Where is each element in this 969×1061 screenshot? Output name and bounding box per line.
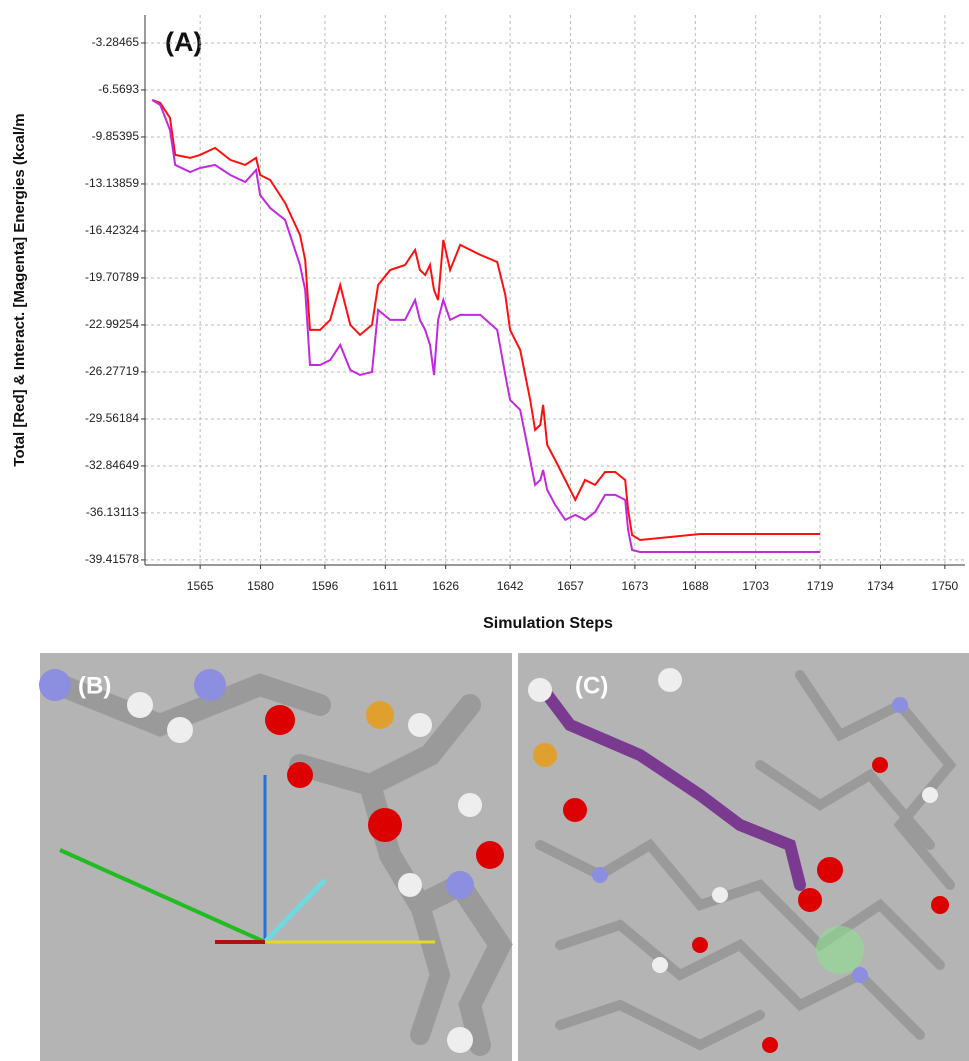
x-tick-label: 1719	[807, 579, 834, 593]
x-tick-label: 1703	[742, 579, 769, 593]
chart: (A) Total [Red] & Interact. [Magenta] En…	[0, 0, 969, 645]
x-tick-label: 1688	[682, 579, 709, 593]
y-tick-label: -16.42324	[85, 223, 139, 237]
x-tick-label: 1596	[312, 579, 339, 593]
x-tick-label: 1673	[622, 579, 649, 593]
series-line	[152, 100, 820, 552]
y-tick-label: -6.5693	[98, 82, 139, 96]
y-tick-label: -29.56184	[85, 411, 139, 425]
page: {"chart_data": {"type": "line", "annotat…	[0, 0, 969, 1061]
x-tick-label: 1611	[372, 579, 398, 593]
x-tick-label: 1657	[557, 579, 584, 593]
panel-b: (B)	[39, 653, 512, 1061]
x-tick-label: 1642	[497, 579, 524, 593]
y-tick-label: -32.84649	[85, 458, 139, 472]
x-tick-label: 1565	[187, 579, 214, 593]
x-tick-label: 1750	[932, 579, 959, 593]
x-tick-label: 1580	[247, 579, 274, 593]
molecule-views: (B) (C)	[0, 645, 969, 1061]
y-tick-label: -26.27719	[85, 364, 139, 378]
y-tick-label: -3.28465	[92, 35, 140, 49]
x-tick-label: 1734	[867, 579, 894, 593]
y-tick-label: -36.13113	[86, 505, 139, 519]
y-tick-label: -19.70789	[85, 270, 139, 284]
y-tick-label: -13.13859	[85, 176, 139, 190]
y-tick-label: -39.41578	[85, 552, 139, 566]
panel-label: (A)	[165, 27, 202, 57]
y-tick-label: -22.99254	[85, 317, 139, 331]
panel-c: (C)	[518, 653, 969, 1061]
panel-label: (B)	[78, 672, 111, 699]
panel-label: (C)	[575, 672, 608, 699]
x-tick-label: 1626	[432, 579, 459, 593]
y-tick-label: -9.85395	[92, 129, 140, 143]
y-axis-label: Total [Red] & Interact. [Magenta] Energi…	[11, 113, 28, 466]
x-axis-label: Simulation Steps	[483, 615, 613, 632]
